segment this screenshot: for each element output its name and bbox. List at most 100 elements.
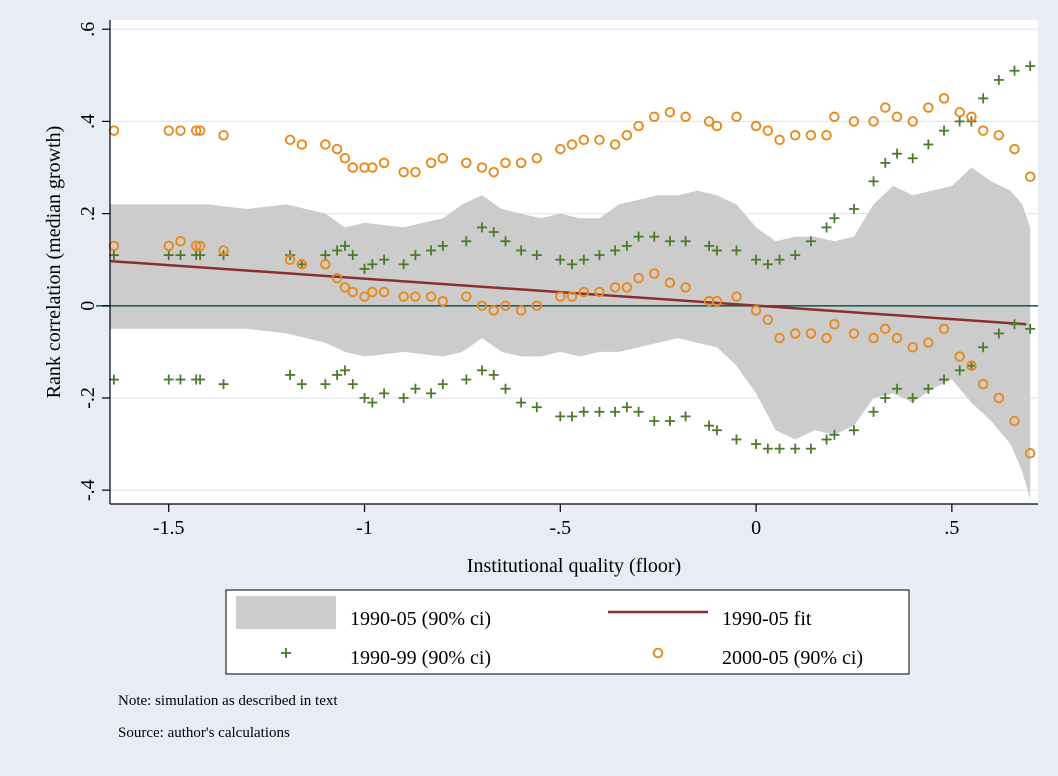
plus-point-upper-1	[163, 250, 174, 261]
circle-point-lower-16	[410, 291, 421, 302]
plus-point-lower-49	[907, 392, 918, 403]
circle-point-lower-48	[891, 332, 903, 344]
plus-point-lower-30	[621, 402, 632, 413]
circle-point-upper-20	[476, 162, 488, 173]
circle-point-upper-5	[218, 129, 229, 141]
circle-point-lower-6	[284, 254, 296, 265]
circle-point-lower-45	[848, 328, 860, 339]
circle-point-upper-14	[378, 157, 390, 169]
plus-point-lower-54	[978, 342, 989, 353]
plus-point-upper-9	[332, 245, 343, 256]
circle-point-upper-2	[175, 125, 186, 136]
plus-point-upper-51	[939, 125, 950, 136]
plus-point-upper-13	[367, 259, 378, 270]
plus-point-lower-37	[731, 434, 742, 445]
circle-point-lower-22	[500, 300, 511, 312]
circle-point-upper-44	[829, 111, 840, 123]
circle-point-lower-47	[880, 323, 891, 335]
plus-point-upper-56	[1009, 65, 1020, 76]
circle-point-lower-13	[367, 286, 378, 298]
circle-point-upper-37	[731, 111, 742, 123]
circle-point-lower-32	[649, 268, 660, 279]
circle-point-lower-24	[531, 300, 543, 312]
plus-point-upper-52	[954, 116, 965, 127]
circle-point-lower-7	[296, 259, 308, 270]
circle-point-lower-55	[993, 392, 1005, 404]
plus-point-upper-41	[790, 250, 801, 261]
plus-point-lower-34	[680, 411, 691, 422]
plus-point-upper-57	[1025, 61, 1036, 72]
plus-point-upper-36	[711, 245, 722, 256]
plus-point-upper-17	[426, 245, 437, 256]
y-tick-label-0: -.4	[77, 479, 99, 501]
circle-point-lower-38	[750, 305, 762, 316]
circle-point-lower-37	[731, 291, 742, 302]
circle-point-upper-15	[398, 166, 409, 178]
circle-point-upper-57	[1024, 171, 1036, 182]
x-tick-label-1: -1	[356, 517, 373, 539]
circle-point-upper-13	[367, 162, 378, 173]
plus-point-lower-25	[555, 411, 566, 422]
y-tick-label-5: .6	[77, 22, 99, 37]
circle-point-lower-2	[175, 236, 186, 247]
plus-point-upper-23	[516, 245, 527, 256]
plus-point-upper-42	[805, 236, 816, 247]
plus-point-lower-12	[359, 392, 370, 403]
plus-point-upper-46	[868, 176, 879, 187]
circle-point-lower-3	[190, 240, 202, 252]
circle-point-upper-19	[461, 157, 472, 169]
circle-point-upper-35	[703, 116, 715, 127]
plus-point-upper-2	[175, 250, 186, 261]
circle-point-lower-20	[476, 300, 488, 312]
plus-point-upper-35	[704, 240, 715, 251]
circle-point-lower-46	[868, 332, 879, 344]
fit-line	[109, 259, 1027, 326]
circle-point-upper-11	[347, 162, 359, 173]
circle-point-upper-9	[331, 143, 343, 155]
plus-point-lower-5	[218, 379, 229, 390]
plus-point-lower-4	[195, 374, 206, 385]
circle-point-upper-4	[194, 125, 206, 136]
y-axis-label: Rank correlation (median growth)	[43, 126, 65, 399]
circle-point-lower-17	[425, 291, 437, 302]
circle-point-lower-29	[609, 282, 621, 293]
plus-point-lower-56	[1009, 319, 1020, 330]
plus-point-lower-42	[805, 443, 816, 454]
circle-point-lower-50	[923, 337, 934, 348]
note-text: Note: simulation as described in text	[118, 693, 338, 709]
x-tick-label-0: -1.5	[153, 517, 185, 539]
circle-point-upper-23	[515, 157, 527, 169]
circle-point-lower-36	[711, 295, 723, 307]
plus-point-lower-24	[531, 402, 542, 413]
circle-point-upper-8	[320, 139, 331, 150]
legend-box	[225, 589, 910, 675]
circle-point-lower-51	[938, 323, 950, 335]
x-tick-label-2: -.5	[549, 517, 571, 539]
plus-point-lower-47	[880, 392, 891, 403]
circle-point-lower-12	[359, 291, 370, 302]
plus-point-upper-47	[880, 157, 891, 168]
plus-point-upper-26	[567, 259, 578, 270]
circle-point-upper-41	[789, 129, 801, 141]
plus-point-upper-7	[296, 259, 307, 270]
plus-point-lower-35	[704, 420, 715, 431]
plus-point-lower-20	[476, 365, 487, 376]
legend-label-2: 1990-99 (90% ci)	[350, 647, 491, 669]
circle-point-lower-43	[821, 332, 832, 344]
circle-point-upper-39	[762, 125, 774, 136]
circle-point-lower-44	[829, 318, 840, 330]
circle-point-upper-34	[680, 111, 691, 123]
plus-point-lower-13	[367, 397, 378, 408]
plus-point-lower-51	[939, 374, 950, 385]
plus-point-upper-34	[680, 236, 691, 247]
plus-point-upper-8	[320, 250, 331, 261]
plus-point-lower-2	[175, 374, 186, 385]
circle-point-upper-31	[633, 120, 644, 132]
circle-point-upper-54	[977, 125, 989, 136]
circle-point-upper-38	[750, 120, 762, 132]
circle-point-upper-46	[868, 116, 879, 127]
plus-point-upper-15	[398, 259, 409, 270]
axis-layer: -.4 -.2 0 .2 .4 .6 -1.5 -1 -.5 0 .5	[77, 20, 1038, 539]
plus-point-lower-10	[339, 365, 350, 376]
